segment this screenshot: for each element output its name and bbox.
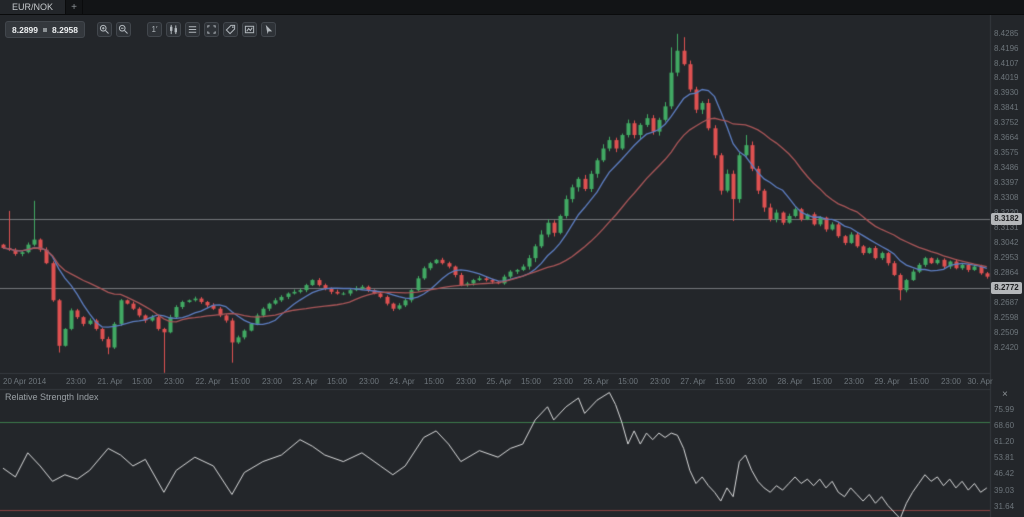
zoom-out-icon: [118, 24, 128, 34]
quote-panel[interactable]: 8.2899 8.2958: [5, 21, 85, 38]
timeframe-button[interactable]: 1′: [147, 22, 162, 37]
zoom-in-icon: [99, 24, 109, 34]
toolbar: 8.2899 8.2958 1′: [5, 21, 280, 38]
zoom-in-button[interactable]: [97, 22, 112, 37]
rsi-close-button[interactable]: ×: [1002, 389, 1008, 400]
expand-button[interactable]: [204, 22, 219, 37]
list-icon: [188, 26, 197, 33]
tag-icon: [225, 24, 236, 35]
toolbar-buttons: 1′: [97, 22, 280, 37]
sell-price[interactable]: 8.2899: [12, 24, 38, 35]
annotations-button[interactable]: [223, 22, 238, 37]
indicators-button[interactable]: [185, 22, 200, 37]
new-tab-button[interactable]: +: [66, 0, 84, 14]
snapshot-button[interactable]: [242, 22, 257, 37]
cursor-icon: [265, 24, 273, 35]
zoom-out-button[interactable]: [116, 22, 131, 37]
chart-type-button[interactable]: [166, 22, 181, 37]
tab-eurnok[interactable]: EUR/NOK: [0, 0, 67, 14]
spread-square-icon: [43, 27, 47, 32]
rsi-panel-title: Relative Strength Index: [5, 392, 99, 402]
pointer-button[interactable]: [261, 22, 276, 37]
buy-price[interactable]: 8.2958: [52, 24, 78, 35]
candlestick-icon: [170, 24, 177, 35]
tab-bar: EUR/NOK +: [0, 0, 1024, 15]
expand-icon: [207, 25, 216, 34]
image-icon: [244, 25, 255, 34]
tab-label: EUR/NOK: [12, 2, 54, 12]
